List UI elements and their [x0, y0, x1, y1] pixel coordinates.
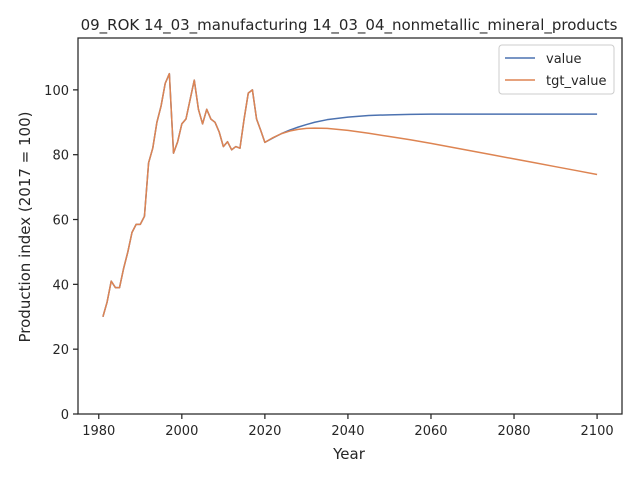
y-tick-label: 20 [52, 343, 69, 358]
series-line-tgt-value [102, 72, 598, 317]
legend-label-value: value [546, 52, 582, 67]
x-tick-label: 1980 [82, 424, 115, 439]
x-tick-label: 2060 [414, 424, 447, 439]
x-tick-label: 2000 [165, 424, 198, 439]
legend: value tgt_value [498, 44, 615, 95]
chart-title: 09_ROK 14_03_manufacturing 14_03_04_nonm… [81, 16, 618, 35]
x-tick-label: 2020 [248, 424, 281, 439]
y-tick-label: 40 [52, 278, 69, 293]
y-tick-label: 60 [52, 214, 69, 229]
x-axis-label: Year [332, 445, 366, 463]
y-axis-label: Production index (2017 = 100) [16, 112, 34, 343]
x-tick-label: 2080 [497, 424, 530, 439]
y-tick-label: 80 [52, 149, 69, 164]
legend-label-tgt-value: tgt_value [546, 74, 606, 89]
plot-frame [77, 37, 623, 415]
y-tick-label: 100 [44, 84, 69, 99]
x-tick-label: 2100 [581, 424, 614, 439]
x-tick-label: 2040 [331, 424, 364, 439]
y-tick-label: 0 [61, 408, 69, 423]
